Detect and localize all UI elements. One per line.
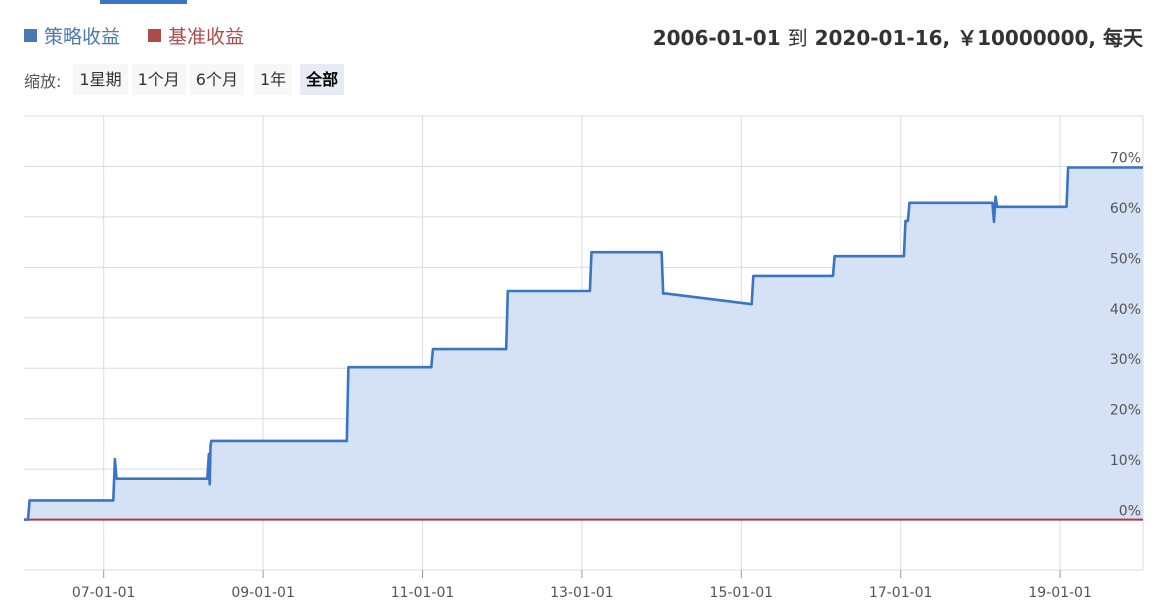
y-tick-label: 0% — [1119, 504, 1141, 520]
y-tick-label: 20% — [1110, 403, 1141, 419]
zoom-1-week-button[interactable]: 1星期 — [73, 64, 128, 95]
backtest-summary: 2006-01-01 到 2020-01-16, ￥10000000, 每天 — [652, 26, 1143, 50]
y-tick-label: 50% — [1110, 251, 1141, 267]
x-tick-label: 17-01-01 — [869, 585, 933, 601]
legend-item-benchmark[interactable]: 基准收益 — [148, 22, 244, 49]
zoom-6-months-button[interactable]: 6个月 — [189, 64, 244, 95]
legend-swatch-benchmark — [148, 29, 162, 42]
x-tick-label: 07-01-01 — [72, 585, 136, 601]
axis-layer: 0% 10% 20% 30% 40% 50% 60% 70% 07-01-01 09-01-01 1… — [72, 150, 1141, 601]
x-tick-label: 09-01-01 — [231, 585, 295, 601]
initial-capital: ￥10000000 — [957, 26, 1089, 50]
y-tick-label: 60% — [1110, 201, 1141, 217]
frequency: 每天 — [1103, 26, 1143, 50]
legend-label-benchmark: 基准收益 — [168, 26, 245, 48]
y-tick-label: 70% — [1110, 150, 1141, 166]
start-date: 2006-01-01 — [652, 26, 781, 50]
legend-item-strategy[interactable]: 策略收益 — [24, 22, 120, 49]
to-word: 到 — [787, 26, 808, 50]
end-date: 2020-01-16 — [814, 26, 943, 50]
x-tick-label: 19-01-01 — [1028, 585, 1092, 601]
strategy-line — [24, 166, 1143, 521]
x-tick-label: 13-01-01 — [550, 585, 614, 601]
series-layer — [24, 166, 1143, 521]
x-tick-label: 15-01-01 — [710, 585, 774, 601]
y-tick-label: 40% — [1110, 302, 1141, 318]
x-tick-label: 11-01-01 — [391, 585, 455, 601]
chart-legend: 策略收益 基准收益 — [24, 22, 244, 49]
zoom-label: 缩放: — [24, 71, 62, 91]
y-tick-label: 10% — [1110, 453, 1141, 469]
strategy-area — [24, 167, 1143, 520]
legend-label-strategy: 策略收益 — [44, 26, 121, 48]
top-accent-bar — [100, 0, 187, 4]
zoom-1-year-button[interactable]: 1年 — [253, 64, 293, 95]
legend-swatch-strategy — [24, 29, 37, 42]
zoom-bar: 缩放: 1星期 1个月 6个月 1年 全部 — [24, 64, 348, 95]
y-tick-label: 30% — [1110, 352, 1141, 368]
zoom-all-button[interactable]: 全部 — [300, 64, 345, 95]
zoom-1-month-button[interactable]: 1个月 — [131, 64, 186, 95]
